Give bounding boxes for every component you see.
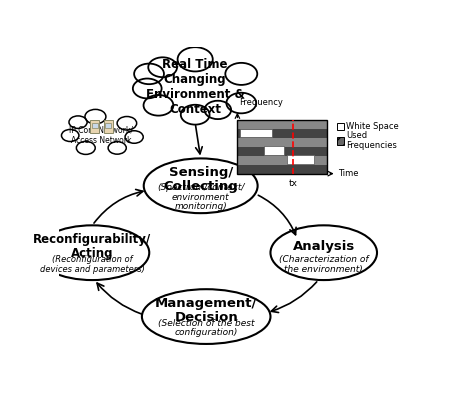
Bar bbox=[337, 123, 344, 130]
Ellipse shape bbox=[76, 141, 95, 154]
Bar bbox=[105, 124, 111, 128]
Ellipse shape bbox=[81, 121, 122, 147]
Text: Management/
Decision: Management/ Decision bbox=[155, 297, 257, 324]
Bar bbox=[237, 120, 328, 174]
Text: Frequency: Frequency bbox=[239, 98, 283, 107]
FancyBboxPatch shape bbox=[103, 120, 113, 133]
Ellipse shape bbox=[69, 116, 87, 128]
Text: Reconfigurability/
Acting: Reconfigurability/ Acting bbox=[33, 233, 151, 260]
Bar bbox=[237, 147, 328, 156]
Text: Real Time
Changing
Environment &
Context: Real Time Changing Environment & Context bbox=[146, 58, 245, 116]
Bar bbox=[237, 138, 328, 147]
Bar bbox=[264, 146, 284, 155]
Ellipse shape bbox=[117, 117, 137, 130]
Text: (Characterization of
the environment): (Characterization of the environment) bbox=[279, 255, 368, 274]
Ellipse shape bbox=[144, 158, 258, 213]
Ellipse shape bbox=[134, 64, 164, 84]
Ellipse shape bbox=[144, 95, 173, 116]
Text: (Selection of the best
configuration): (Selection of the best configuration) bbox=[158, 319, 255, 337]
Ellipse shape bbox=[161, 70, 230, 107]
Bar bbox=[237, 129, 328, 138]
Ellipse shape bbox=[133, 79, 162, 98]
Text: (Reconfiguration of
devices and parameters): (Reconfiguration of devices and paramete… bbox=[40, 255, 145, 274]
Ellipse shape bbox=[62, 130, 79, 141]
Bar bbox=[287, 155, 314, 164]
Ellipse shape bbox=[178, 47, 213, 71]
Ellipse shape bbox=[227, 93, 256, 113]
Text: IP Core Network/
Access Network: IP Core Network/ Access Network bbox=[70, 126, 134, 145]
Ellipse shape bbox=[225, 63, 257, 85]
Ellipse shape bbox=[36, 225, 149, 280]
Bar bbox=[337, 137, 344, 145]
Text: Analysis: Analysis bbox=[292, 240, 355, 253]
Ellipse shape bbox=[85, 109, 106, 124]
FancyBboxPatch shape bbox=[90, 120, 100, 133]
Ellipse shape bbox=[125, 131, 143, 143]
Ellipse shape bbox=[181, 105, 210, 124]
Ellipse shape bbox=[108, 142, 126, 154]
Bar bbox=[92, 124, 98, 128]
Ellipse shape bbox=[271, 225, 377, 280]
Text: White Space: White Space bbox=[346, 122, 399, 131]
Text: Sensing/
Collecting: Sensing/ Collecting bbox=[164, 166, 238, 193]
Text: Used
Frequencies: Used Frequencies bbox=[346, 132, 397, 150]
Text: tx: tx bbox=[289, 179, 298, 188]
Ellipse shape bbox=[148, 57, 177, 77]
Text: Time: Time bbox=[337, 169, 358, 178]
Ellipse shape bbox=[204, 101, 231, 119]
Bar bbox=[240, 128, 272, 137]
Ellipse shape bbox=[142, 289, 271, 344]
Text: (Spectrum/context/
environment
monitoring): (Spectrum/context/ environment monitorin… bbox=[157, 183, 245, 211]
Bar bbox=[237, 156, 328, 165]
Bar bbox=[237, 120, 328, 129]
Bar bbox=[237, 165, 328, 174]
